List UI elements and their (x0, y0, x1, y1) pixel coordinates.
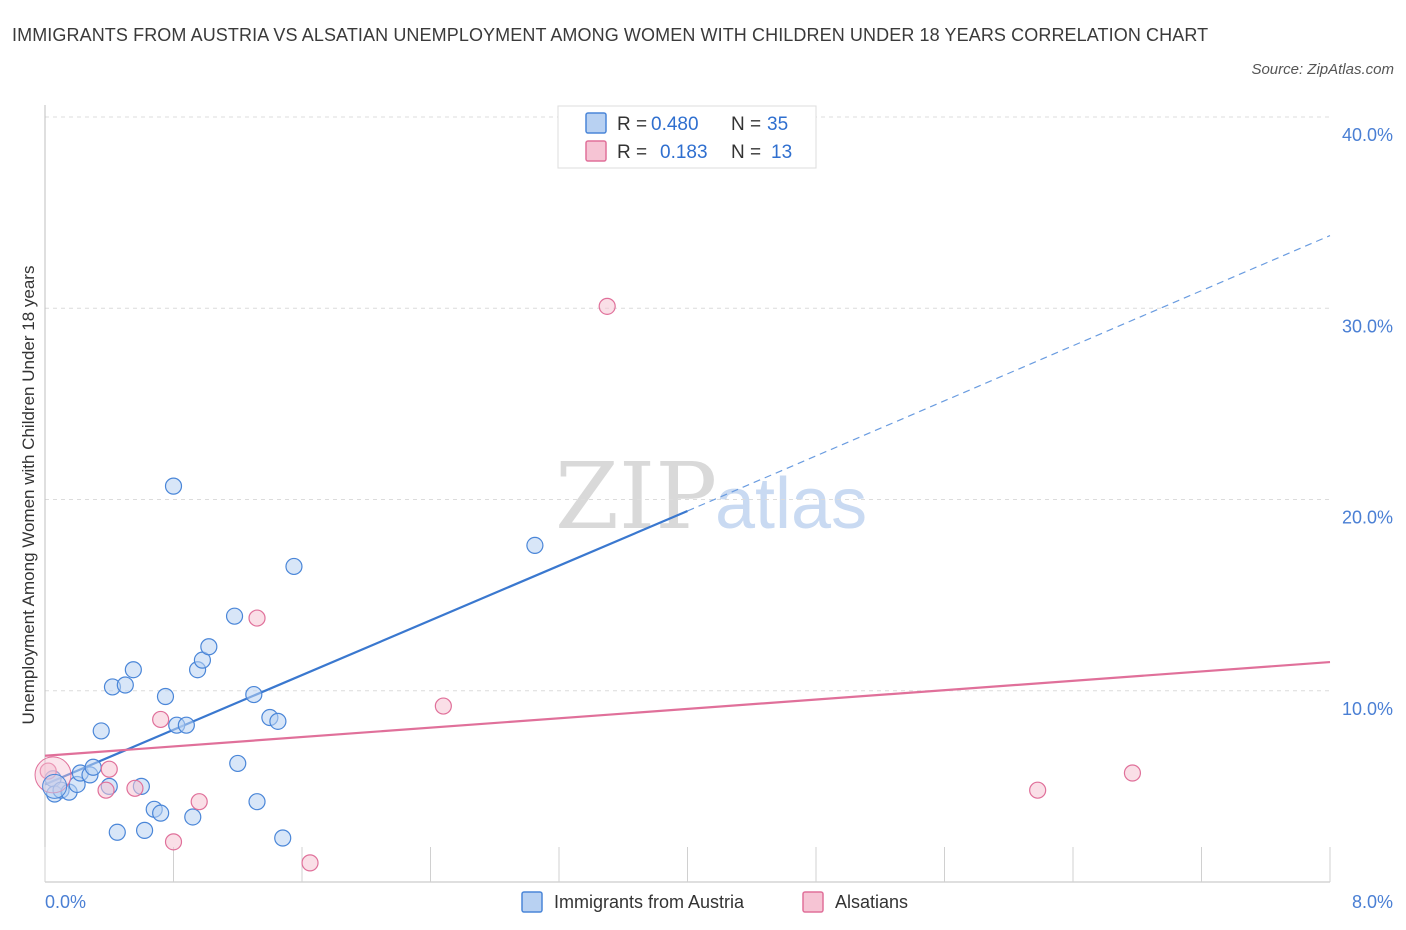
point-austria-31 (269, 712, 287, 730)
chart-title: IMMIGRANTS FROM AUSTRIA VS ALSATIAN UNEM… (12, 25, 1209, 45)
legend-r-value-2: 0.183 (660, 142, 708, 163)
point-austria-25 (200, 638, 218, 656)
series-swatch-alsatians (802, 891, 824, 913)
point-austria-13 (124, 661, 142, 679)
point-alsatians-7 (248, 609, 266, 627)
point-austria-22 (184, 808, 202, 826)
legend-n-value-1: 35 (767, 114, 788, 135)
legend-swatch-pink (585, 140, 607, 162)
gridlines (45, 116, 1330, 692)
point-alsatians-9 (434, 697, 452, 715)
legend-n-value-2: 13 (771, 142, 792, 163)
point-austria-29 (248, 793, 266, 811)
point-austria-7 (84, 758, 102, 776)
series-swatch-austria (521, 891, 543, 913)
point-austria-12 (116, 676, 134, 694)
point-austria-19 (164, 477, 183, 495)
legend-r-label-1: R = (617, 114, 647, 135)
legend-n-label-1: N = (731, 114, 761, 135)
y-tick-label-2: 30.0% (1342, 316, 1393, 336)
trend-line-austria-extended (687, 235, 1331, 512)
source-label: Source: ZipAtlas.com (1251, 61, 1394, 78)
point-austria-17 (152, 804, 170, 822)
y-tick-labels: 10.0% 20.0% 30.0% 40.0% (1342, 125, 1393, 719)
point-austria-8 (92, 722, 110, 740)
legend-r-label-2: R = (617, 142, 647, 163)
point-austria-28 (245, 685, 263, 704)
y-axis-label: Unemployment Among Women with Children U… (19, 266, 38, 725)
point-alsatians-4 (152, 710, 170, 729)
y-tick-label-3: 40.0% (1342, 125, 1393, 145)
point-austria-15 (135, 821, 154, 839)
correlation-legend: R = 0.480 N = 35 R = 0.183 N = 13 (557, 105, 817, 169)
trend-lines (44, 235, 1331, 786)
point-austria-21 (177, 716, 195, 734)
x-tick-label-0: 0.0% (45, 892, 86, 912)
point-alsatians-8 (301, 854, 319, 872)
point-austria-32 (274, 829, 292, 847)
point-austria-34 (526, 536, 544, 555)
point-cluster-austria (42, 773, 68, 799)
y-tick-label-0: 10.0% (1342, 699, 1393, 719)
point-alsatians-6 (190, 793, 208, 811)
trend-line-alsatians (44, 660, 1331, 757)
data-points (34, 297, 1142, 872)
point-alsatians-11 (1029, 781, 1047, 799)
series-label-austria: Immigrants from Austria (554, 892, 745, 912)
point-austria-27 (225, 607, 244, 625)
trend-line-austria (44, 509, 688, 786)
point-alsatians-10 (598, 297, 616, 315)
legend-n-label-2: N = (731, 142, 761, 163)
point-austria-33 (285, 557, 303, 576)
point-austria-11 (108, 823, 126, 841)
legend-r-value-1: 0.480 (651, 114, 699, 135)
point-austria-18 (156, 687, 175, 706)
point-alsatians-5 (164, 833, 183, 851)
point-alsatians-3 (126, 779, 144, 797)
series-legend: Immigrants from Austria Alsatians (521, 891, 908, 913)
point-alsatians-1 (97, 781, 115, 799)
point-alsatians-2 (100, 760, 118, 778)
point-austria-26 (229, 754, 247, 773)
legend-swatch-blue (585, 112, 607, 134)
axes (44, 105, 1331, 883)
x-tick-labels: 0.0% 8.0% (45, 892, 1393, 912)
y-tick-label-1: 20.0% (1342, 508, 1393, 528)
x-tick-label-1: 8.0% (1352, 892, 1393, 912)
point-alsatians-12 (1123, 764, 1142, 782)
series-label-alsatians: Alsatians (835, 892, 908, 912)
watermark-atlas: atlas (715, 464, 867, 544)
